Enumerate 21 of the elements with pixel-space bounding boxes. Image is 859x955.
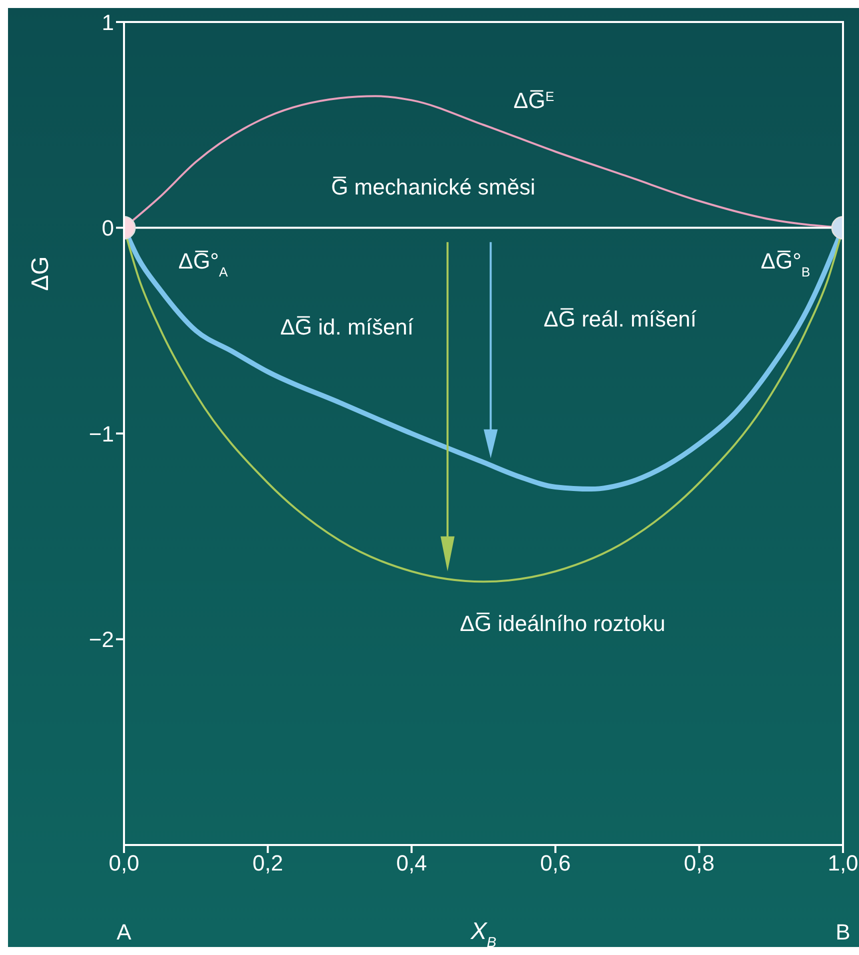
x-axis-title: X$_{B}$: [470, 918, 497, 951]
x-tick-label: 0,4: [396, 850, 427, 876]
text: B: [836, 919, 850, 944]
annotation: ΔG̅ id. míšení: [280, 314, 414, 340]
annotation: G̅ mechanické směsi: [331, 174, 536, 200]
annotation: ΔG̅ reál. míšení: [544, 306, 697, 332]
x-tick-label: 0,2: [252, 850, 284, 876]
y-tick-label: −1: [88, 421, 114, 446]
y-axis-title: ΔG: [27, 256, 54, 291]
y-tick-label: 0: [102, 216, 114, 241]
x-tick-label: 0,6: [540, 850, 571, 876]
y-tick-label: 1: [102, 10, 114, 35]
annotation: ΔG̅°$_{A}$: [178, 248, 228, 280]
annotation: ΔG̅ ideálního roztoku: [460, 610, 666, 636]
x-tick-label: 0,0: [108, 850, 140, 876]
y-tick-label: −2: [88, 627, 114, 652]
x-tick-label: 0,8: [684, 850, 714, 876]
annotation: ΔG̅°$_{B}$: [760, 248, 810, 280]
text: A: [116, 919, 132, 944]
x-tick-label: 1,0: [828, 850, 858, 876]
annotation: ΔG̅$^{E}$: [514, 88, 554, 114]
